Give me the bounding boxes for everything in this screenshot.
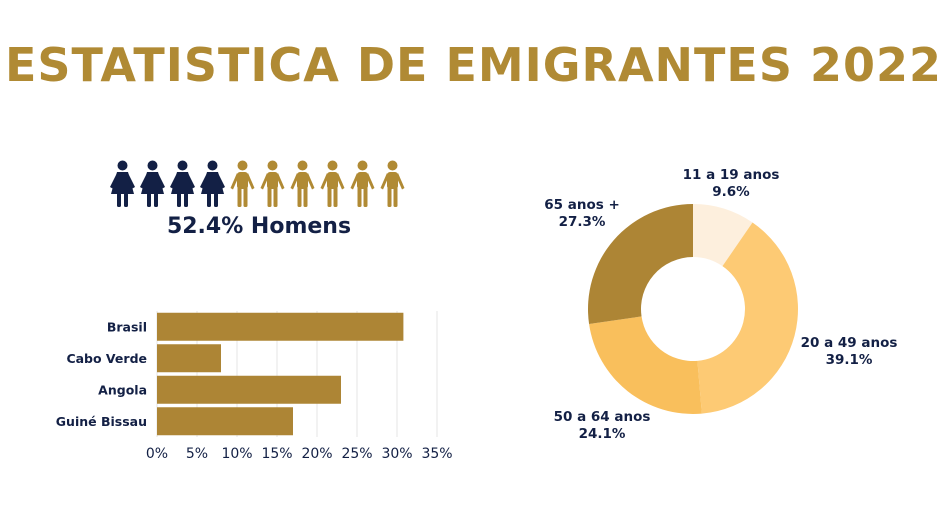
male-person-icon <box>290 160 315 207</box>
page-title: ESTATISTICA DE EMIGRANTES 2022 <box>4 38 943 92</box>
donut-slice-value: 24.1% <box>579 426 626 442</box>
male-person-icon <box>320 160 345 207</box>
donut-slice-label: 65 anos + <box>544 197 620 213</box>
male-person-icon <box>380 160 405 207</box>
bar-x-tick-label: 0% <box>146 446 168 462</box>
bar-x-tick-label: 25% <box>341 446 372 462</box>
bar-guin-bissau <box>157 407 293 436</box>
bar-x-tick-label: 15% <box>261 446 292 462</box>
female-person-icon <box>140 160 165 207</box>
bar-angola <box>157 375 341 404</box>
donut-slice-value: 39.1% <box>826 352 873 368</box>
bar-x-tick-label: 5% <box>186 446 208 462</box>
donut-slice-4 <box>587 204 693 324</box>
donut-slice-value: 27.3% <box>559 214 606 230</box>
bar-category-label: Cabo Verde <box>66 351 147 366</box>
donut-slice-label: 20 a 49 anos <box>801 335 898 351</box>
donut-slice-value: 9.6% <box>712 184 750 200</box>
female-person-icon <box>200 160 225 207</box>
bar-x-tick-label: 30% <box>381 446 412 462</box>
male-person-icon <box>260 160 285 207</box>
bar-x-tick-label: 10% <box>221 446 252 462</box>
donut-slice-3 <box>589 316 702 414</box>
people-icon-row <box>108 160 407 208</box>
donut-slice-2 <box>697 222 799 414</box>
donut-slice-label: 11 a 19 anos <box>683 167 780 183</box>
male-person-icon <box>230 160 255 207</box>
bar-category-label: Brasil <box>107 319 147 334</box>
bar-category-label: Angola <box>98 382 147 397</box>
bar-x-tick-label: 20% <box>301 446 332 462</box>
bar-cabo-verde <box>157 344 221 373</box>
people-icon-caption: 52.4% Homens <box>166 214 352 239</box>
donut-slice-1 <box>693 204 753 267</box>
bar-category-label: Guiné Bissau <box>56 414 147 429</box>
male-person-icon <box>350 160 375 207</box>
female-person-icon <box>170 160 195 207</box>
bar-brasil <box>157 312 404 341</box>
donut-slice-label: 50 a 64 anos <box>554 409 651 425</box>
female-person-icon <box>110 160 135 207</box>
bar-x-tick-label: 35% <box>421 446 452 462</box>
